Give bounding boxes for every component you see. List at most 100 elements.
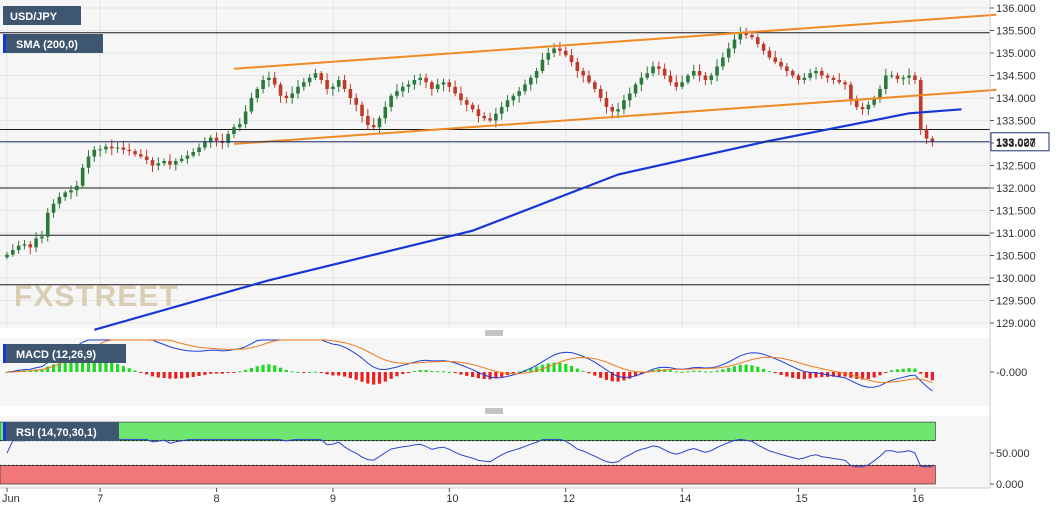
candle bbox=[5, 251, 9, 260]
candle-body bbox=[395, 91, 399, 96]
macd-histogram-bar bbox=[930, 372, 934, 381]
candle bbox=[238, 118, 242, 132]
candle bbox=[272, 71, 277, 88]
candle-body bbox=[214, 137, 219, 141]
candle-body bbox=[127, 149, 132, 152]
candle bbox=[505, 95, 510, 112]
price-tick-label: 130.500 bbox=[996, 251, 1036, 263]
macd-histogram-bar bbox=[796, 372, 801, 379]
candle-body bbox=[144, 156, 149, 161]
candle bbox=[139, 149, 143, 159]
candle-body bbox=[872, 98, 876, 105]
macd-histogram-bar bbox=[890, 370, 894, 372]
candle-body bbox=[406, 84, 411, 87]
macd-histogram-bar bbox=[430, 370, 434, 372]
candle-body bbox=[790, 71, 795, 76]
candle bbox=[144, 149, 149, 165]
candle bbox=[173, 158, 178, 171]
candle bbox=[412, 74, 417, 90]
candle-body bbox=[494, 113, 498, 121]
price-tick-label: 130.000 bbox=[996, 273, 1036, 285]
candle bbox=[98, 145, 102, 157]
candle bbox=[639, 72, 644, 92]
macd-histogram-bar bbox=[273, 365, 277, 372]
candle-body bbox=[354, 98, 358, 105]
macd-histogram-bar bbox=[98, 359, 102, 372]
rsi-label[interactable]: RSI (14,70,30,1) bbox=[3, 422, 119, 441]
candle-body bbox=[366, 116, 370, 125]
time-tick-label: 12 bbox=[563, 493, 575, 505]
macd-histogram-bar bbox=[180, 372, 184, 379]
candle-body bbox=[523, 84, 527, 92]
candle bbox=[534, 67, 539, 84]
macd-histogram-bar bbox=[663, 369, 667, 372]
candle bbox=[604, 91, 609, 114]
macd-histogram-bar bbox=[40, 369, 44, 372]
candle-body bbox=[313, 73, 318, 78]
macd-histogram-bar bbox=[441, 371, 446, 373]
macd-histogram-bar bbox=[721, 369, 725, 372]
macd-histogram-bar bbox=[418, 370, 422, 372]
candle bbox=[814, 67, 818, 80]
candle bbox=[715, 59, 719, 82]
candle-body bbox=[703, 75, 708, 80]
macd-histogram-bar bbox=[878, 372, 882, 376]
sma-label[interactable]: SMA (200,0) bbox=[3, 34, 103, 53]
macd-histogram-bar bbox=[924, 372, 929, 378]
candle-body bbox=[16, 245, 21, 251]
macd-histogram-bar bbox=[703, 371, 707, 373]
candle bbox=[895, 72, 900, 83]
candle bbox=[28, 240, 33, 255]
macd-histogram-bar bbox=[150, 372, 155, 377]
candle-body bbox=[150, 160, 155, 166]
candle bbox=[16, 240, 21, 254]
macd-histogram-bar bbox=[406, 372, 411, 373]
macd-histogram-bar bbox=[308, 371, 312, 373]
rsi-tick-label: 50.000 bbox=[996, 448, 1030, 460]
macd-histogram-bar bbox=[919, 372, 923, 374]
candle-body bbox=[732, 39, 737, 49]
candle-body bbox=[604, 98, 609, 107]
macd-histogram-bar bbox=[209, 372, 213, 374]
candle bbox=[115, 141, 120, 153]
candle-body bbox=[40, 236, 44, 239]
rsi-resize-handle[interactable] bbox=[485, 408, 503, 414]
macd-label[interactable]: MACD (12,26,9) bbox=[3, 344, 126, 363]
macd-histogram-bar bbox=[232, 372, 236, 373]
candle bbox=[464, 96, 469, 112]
rsi-series bbox=[0, 421, 936, 485]
candle bbox=[203, 137, 207, 151]
candle bbox=[785, 63, 789, 77]
macd-histogram-bar bbox=[587, 372, 591, 374]
candle bbox=[168, 154, 172, 170]
candle-body bbox=[581, 71, 585, 76]
candle-body bbox=[668, 75, 673, 83]
candle-body bbox=[179, 158, 184, 161]
macd-histogram-bar bbox=[104, 360, 108, 372]
instrument-label[interactable]: USD/JPY bbox=[3, 6, 81, 25]
macd-histogram-bar bbox=[767, 371, 772, 373]
candle-body bbox=[255, 89, 260, 98]
candle bbox=[878, 85, 882, 103]
candle bbox=[360, 101, 364, 123]
candle-body bbox=[825, 75, 830, 78]
price-tick-label: 134.500 bbox=[996, 71, 1036, 83]
candle-body bbox=[430, 82, 434, 89]
candle bbox=[290, 86, 294, 104]
macd-resize-handle[interactable] bbox=[485, 330, 503, 336]
candle-body bbox=[854, 100, 859, 107]
candle-body bbox=[86, 156, 91, 168]
candle-body bbox=[98, 149, 102, 151]
candle-body bbox=[249, 98, 254, 112]
candle bbox=[261, 75, 265, 94]
candle bbox=[296, 80, 300, 99]
candle bbox=[400, 82, 405, 97]
macd-histogram-bar bbox=[319, 372, 323, 373]
price-tick-label: 134.000 bbox=[996, 93, 1036, 105]
candle-body bbox=[232, 127, 236, 134]
channel-upper-line bbox=[233, 13, 997, 70]
candle bbox=[185, 150, 190, 164]
candle-body bbox=[779, 62, 783, 67]
candle-body bbox=[272, 77, 277, 85]
macd-histogram-bar bbox=[121, 366, 125, 372]
